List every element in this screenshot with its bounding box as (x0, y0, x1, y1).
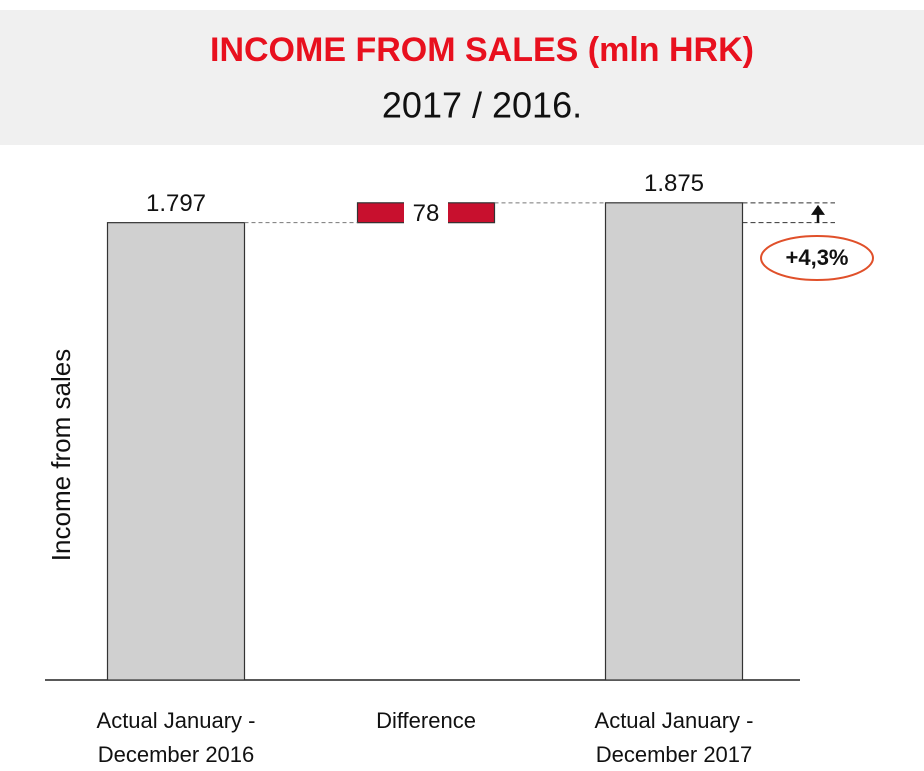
value-label: 1.875 (644, 170, 704, 197)
chart-title: INCOME FROM SALES (mln HRK) (210, 31, 754, 69)
chart-subtitle: 2017 / 2016. (382, 85, 582, 126)
arrow-head (811, 204, 825, 215)
x-tick-label: Actual January - December 2016 (96, 708, 256, 767)
bar (106, 222, 246, 681)
x-tick-label: Difference (376, 708, 476, 733)
x-tick-label: Actual January - December 2017 (594, 708, 754, 767)
value-label: 78 (413, 200, 440, 227)
title-band (0, 10, 924, 145)
annotation: +4,3% (786, 245, 849, 270)
value-label: 1.797 (146, 190, 206, 217)
y-axis-label: Income from sales (46, 349, 76, 561)
bar (604, 202, 744, 681)
annotation-oval (760, 235, 874, 281)
label-bg (404, 200, 448, 225)
